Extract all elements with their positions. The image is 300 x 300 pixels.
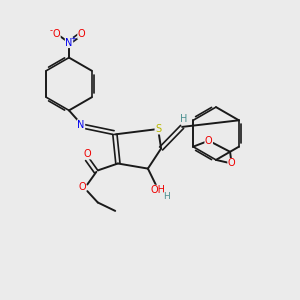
Text: S: S — [155, 124, 161, 134]
Text: O: O — [78, 28, 86, 39]
Text: O: O — [205, 136, 212, 146]
Text: H: H — [164, 192, 170, 201]
Text: O: O — [228, 158, 236, 169]
Text: O: O — [83, 149, 91, 159]
Text: N: N — [65, 38, 73, 48]
Text: +: + — [70, 36, 76, 42]
Text: -: - — [50, 26, 53, 35]
Text: OH: OH — [150, 185, 165, 195]
Text: O: O — [78, 182, 86, 193]
Text: N: N — [77, 120, 85, 130]
Text: H: H — [180, 113, 187, 124]
Text: O: O — [52, 28, 60, 39]
